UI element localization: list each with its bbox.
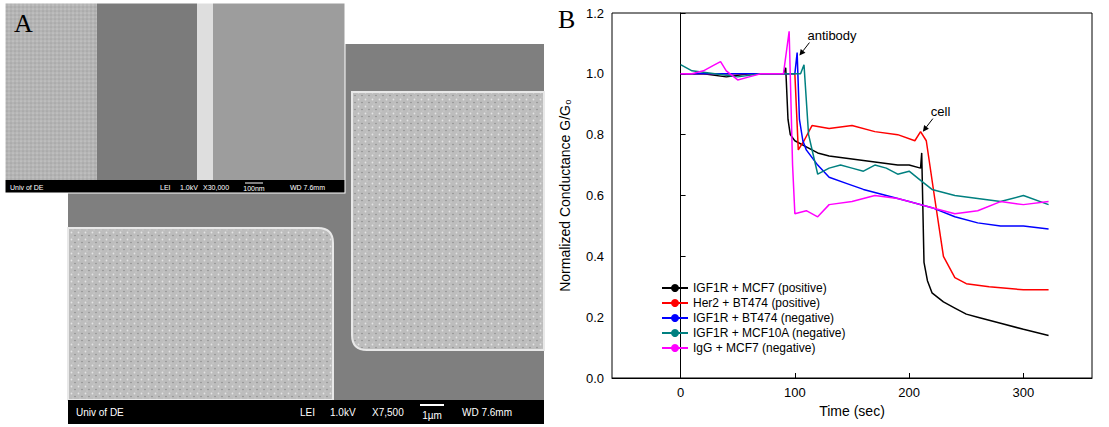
svg-text:Her2 + BT474 (positive): Her2 + BT474 (positive) — [693, 296, 820, 310]
svg-text:0.2: 0.2 — [586, 310, 604, 325]
svg-text:0.4: 0.4 — [586, 249, 604, 264]
svg-text:Univ of DE: Univ of DE — [10, 184, 44, 191]
svg-text:IgG + MCF7 (negative): IgG + MCF7 (negative) — [693, 341, 815, 355]
svg-text:Univ of DE: Univ of DE — [76, 407, 124, 418]
svg-text:1.2: 1.2 — [586, 6, 604, 21]
svg-text:Normalized Conductance G/G₀: Normalized Conductance G/G₀ — [557, 99, 573, 292]
svg-text:X30,000: X30,000 — [203, 184, 229, 191]
svg-text:0.6: 0.6 — [586, 188, 604, 203]
svg-text:LEI: LEI — [300, 407, 315, 418]
svg-text:cell: cell — [931, 104, 951, 119]
svg-text:B: B — [558, 5, 575, 34]
svg-text:X7,500: X7,500 — [372, 407, 404, 418]
svg-text:0: 0 — [677, 385, 684, 400]
svg-text:antibody: antibody — [807, 28, 857, 43]
svg-text:WD 7.6mm: WD 7.6mm — [462, 407, 512, 418]
svg-text:0.0: 0.0 — [586, 371, 604, 386]
svg-text:WD 7.6mm: WD 7.6mm — [290, 184, 325, 191]
svg-text:IGF1R + MCF10A (negative): IGF1R + MCF10A (negative) — [693, 326, 845, 340]
svg-text:IGF1R + BT474 (negative): IGF1R + BT474 (negative) — [693, 311, 834, 325]
svg-text:100nm: 100nm — [243, 185, 265, 192]
svg-text:1.0kV: 1.0kV — [330, 407, 356, 418]
svg-text:200: 200 — [898, 385, 920, 400]
svg-text:300: 300 — [1013, 385, 1035, 400]
svg-text:1.0kV: 1.0kV — [180, 184, 198, 191]
svg-text:0.8: 0.8 — [586, 127, 604, 142]
svg-text:100: 100 — [784, 385, 806, 400]
svg-text:A: A — [14, 9, 33, 38]
svg-text:1.0: 1.0 — [586, 66, 604, 81]
svg-text:IGF1R + MCF7 (positive): IGF1R + MCF7 (positive) — [693, 281, 827, 295]
svg-text:LEI: LEI — [160, 184, 171, 191]
svg-text:1µm: 1µm — [422, 410, 442, 421]
svg-text:Time (sec): Time (sec) — [819, 403, 885, 419]
